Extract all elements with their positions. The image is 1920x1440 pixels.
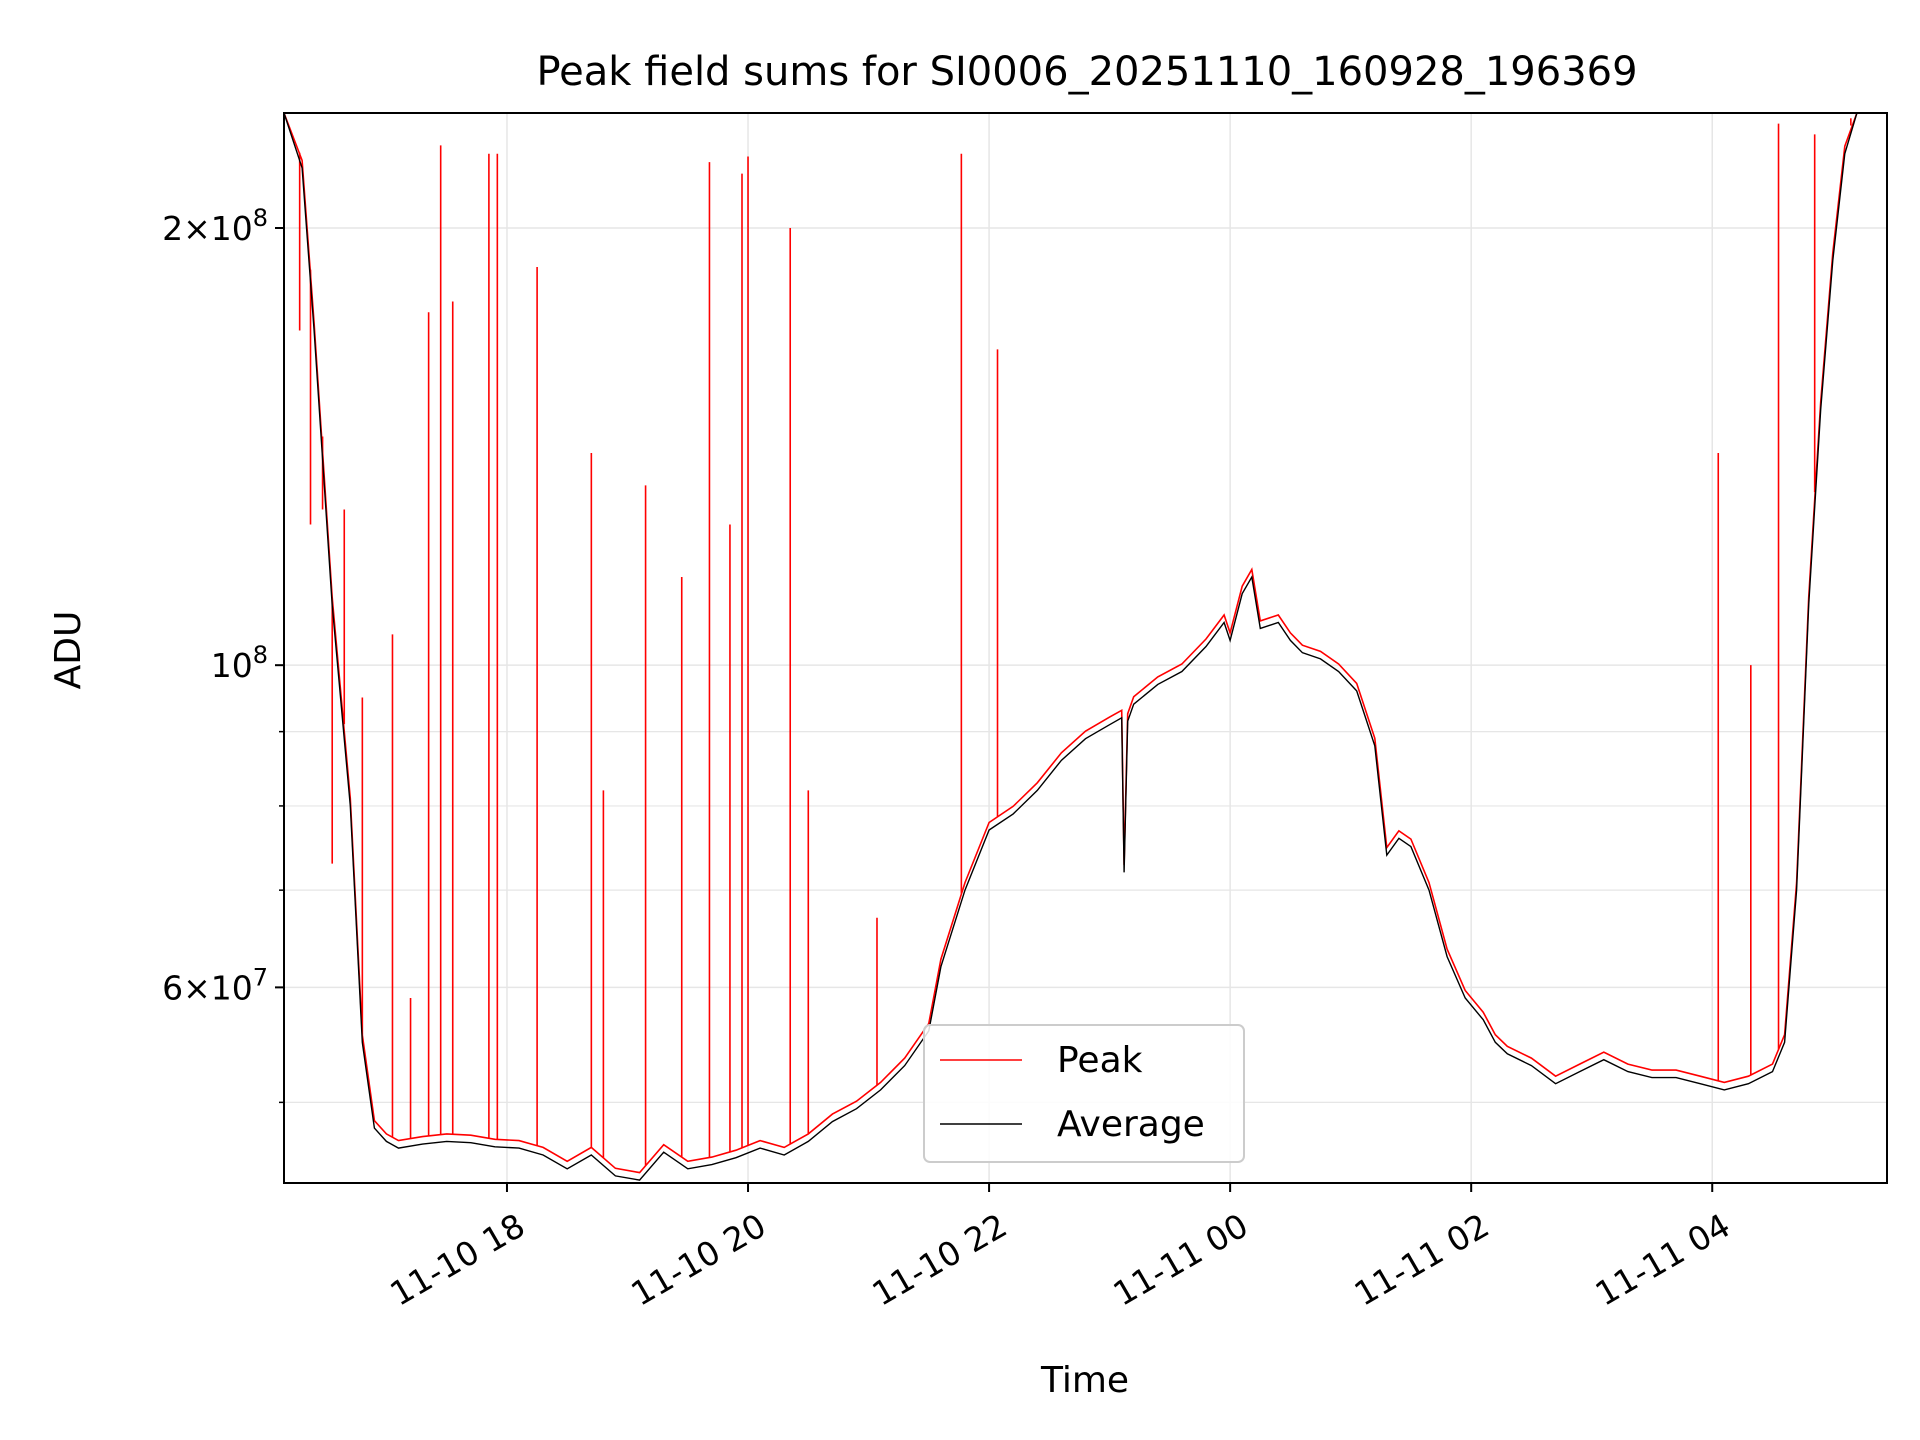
y-axis-ticks: 6×107 108 2×108 — [162, 204, 284, 1104]
y-tick-label: 108 — [211, 641, 268, 685]
y-tick-label: 2×108 — [162, 204, 268, 248]
x-axis-label: Time — [1040, 1360, 1129, 1401]
axes-frame — [283, 112, 1888, 1184]
peak-series-line — [283, 112, 1887, 1174]
plot-area — [283, 112, 1887, 1181]
legend-peak-label: Peak — [1057, 1040, 1143, 1081]
y-axis-label: ADU — [48, 611, 89, 690]
legend-average-label: Average — [1057, 1104, 1205, 1145]
chart-title: Peak field sums for SI0006_20251110_1609… — [536, 49, 1637, 95]
legend: Peak Average — [923, 1024, 1245, 1163]
y-tick-label: 6×107 — [162, 963, 268, 1007]
average-series-line — [283, 112, 1887, 1181]
